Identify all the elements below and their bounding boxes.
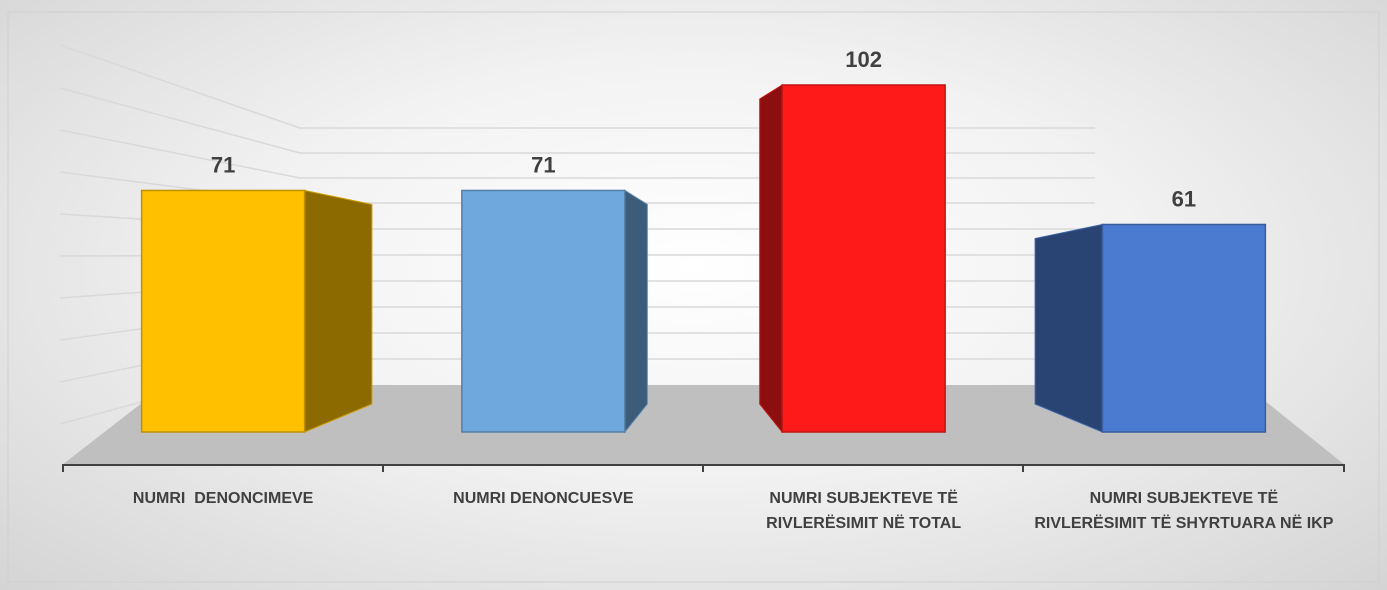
bar-side [759, 84, 783, 434]
bar-side [1034, 223, 1103, 433]
x-tick-label: NUMRI DENONCIMEVE [132, 490, 314, 507]
floor [62, 385, 1345, 465]
bar-side [304, 189, 373, 433]
data-label: 61 [1172, 186, 1196, 211]
chart-border [7, 11, 1380, 583]
x-tick-label: NUMRI SUBJEKTEVE TË RIVLERËSIMIT TË SHYR… [1034, 490, 1334, 532]
x-tick-label: NUMRI SUBJEKTEVE TË RIVLERËSIMIT NË TOTA… [766, 490, 963, 532]
data-label: 71 [211, 152, 235, 177]
x-tick-label: NUMRI DENONCUESVE [453, 490, 634, 507]
x-axis [62, 464, 1345, 472]
data-label: 102 [845, 47, 882, 72]
bar [1101, 223, 1267, 433]
data-label: 71 [531, 152, 555, 177]
bar-side [624, 189, 648, 434]
bar [140, 189, 306, 433]
bar [461, 189, 626, 433]
bar [781, 84, 946, 433]
